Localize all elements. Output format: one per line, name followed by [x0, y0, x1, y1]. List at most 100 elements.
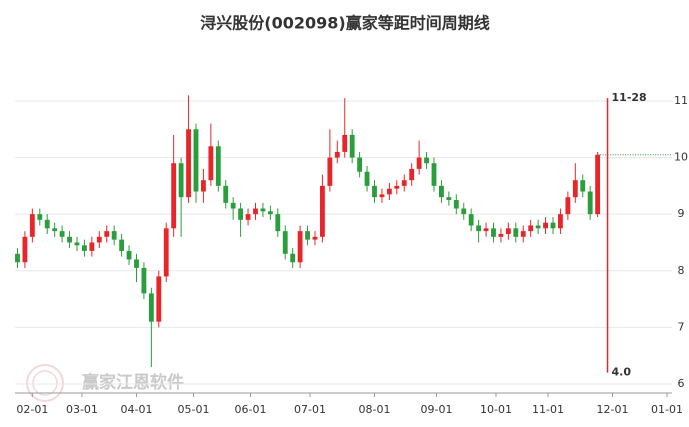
x-tick-label: 09-01 — [420, 403, 452, 416]
candle-body — [446, 197, 452, 201]
candle-body — [193, 129, 199, 192]
y-tick-label: 10 — [674, 151, 688, 164]
x-tick-label: 06-01 — [235, 403, 267, 416]
candle-body — [260, 208, 266, 212]
candle-body — [320, 185, 325, 237]
candle-body — [342, 134, 348, 152]
candle-body — [528, 225, 534, 232]
candle-body — [431, 163, 437, 186]
candle-body — [82, 245, 87, 251]
y-tick-label: 11 — [674, 94, 688, 107]
watermark-logo — [26, 364, 64, 402]
y-tick-label: 9 — [678, 207, 685, 220]
candle-body — [409, 168, 415, 181]
candle-body — [334, 151, 340, 158]
candle-body — [230, 202, 236, 209]
cycle-bottom-label: 4.0 — [612, 366, 632, 379]
candle-body — [171, 163, 177, 229]
candle-body — [461, 208, 467, 215]
candle-body — [126, 250, 132, 260]
candle-body — [439, 185, 444, 198]
cycle-top-label: 11-28 — [612, 91, 647, 104]
candle-body — [364, 171, 370, 186]
candle-body — [96, 236, 102, 243]
candle-body — [520, 231, 526, 237]
candle-body — [52, 228, 58, 232]
candle-body — [89, 242, 95, 251]
candle-body — [595, 154, 601, 215]
candle-body — [44, 219, 50, 229]
candle-body — [245, 214, 251, 220]
candle-body — [305, 231, 310, 240]
candle-body — [59, 231, 65, 237]
y-tick-label: 6 — [678, 377, 685, 390]
candle-body — [580, 180, 586, 192]
candle-body — [491, 228, 496, 237]
candle-body — [401, 180, 407, 186]
x-tick-label: 03-01 — [66, 403, 98, 416]
candle-body — [349, 134, 355, 158]
candle-body — [468, 214, 474, 226]
candle-body — [476, 225, 482, 232]
candle-body — [111, 231, 117, 240]
chart-title: 浔兴股份(002098)赢家等距时间周期线 — [199, 14, 489, 33]
x-tick-label: 10-01 — [480, 403, 512, 416]
candle-body — [134, 259, 139, 268]
candle-body — [15, 253, 20, 263]
x-tick-label: 08-01 — [359, 403, 391, 416]
candle-body — [275, 214, 281, 232]
candle-body — [357, 157, 363, 172]
candle-body — [141, 267, 147, 294]
candle-body — [119, 239, 125, 251]
x-tick-label: 12-01 — [597, 403, 629, 416]
candle-body — [253, 208, 258, 215]
candle-body — [201, 180, 206, 192]
candle-body — [223, 185, 229, 203]
x-tick-label: 11-01 — [532, 403, 564, 416]
y-tick-label: 7 — [678, 320, 685, 333]
candle-body — [535, 225, 541, 229]
candle-body — [37, 214, 43, 220]
candle-body — [74, 242, 80, 246]
candle-body — [498, 233, 504, 237]
candle-body — [572, 180, 578, 198]
candle-body — [22, 236, 28, 263]
x-tick-label: 02-01 — [16, 403, 48, 416]
candle-body — [290, 253, 296, 263]
candle-body — [379, 194, 385, 198]
candle-body — [372, 185, 377, 198]
watermark: 赢家江恩软件 — [82, 372, 184, 393]
candle-body — [513, 228, 519, 237]
candle-body — [416, 157, 422, 169]
candle-body — [386, 188, 392, 195]
candle-body — [565, 197, 571, 215]
candle-body — [208, 146, 214, 181]
x-tick-label: 04-01 — [120, 403, 152, 416]
candle-body — [178, 163, 184, 198]
candle-body — [550, 222, 556, 229]
candle-body — [424, 157, 429, 164]
candle-body — [543, 222, 548, 229]
candle-body — [327, 157, 333, 186]
candle-body — [163, 228, 169, 277]
y-tick-label: 8 — [678, 264, 685, 277]
candle-body — [67, 236, 72, 243]
candle-body — [587, 191, 593, 215]
x-tick-label: 05-01 — [178, 403, 210, 416]
candle-body — [29, 214, 35, 237]
candle-body — [104, 231, 110, 237]
candle-body — [282, 231, 288, 254]
x-tick-label: 01-01 — [651, 403, 683, 416]
candle-body — [215, 146, 221, 186]
candle-body — [148, 293, 154, 322]
candle-body — [558, 214, 563, 229]
candle-body — [453, 200, 459, 209]
candle-body — [505, 228, 511, 234]
candle-body — [483, 228, 489, 232]
x-tick-label: 07-01 — [294, 403, 326, 416]
candle-body — [312, 236, 318, 240]
candle-body — [394, 185, 400, 189]
candle-body — [186, 129, 191, 198]
candle-body — [156, 276, 162, 322]
